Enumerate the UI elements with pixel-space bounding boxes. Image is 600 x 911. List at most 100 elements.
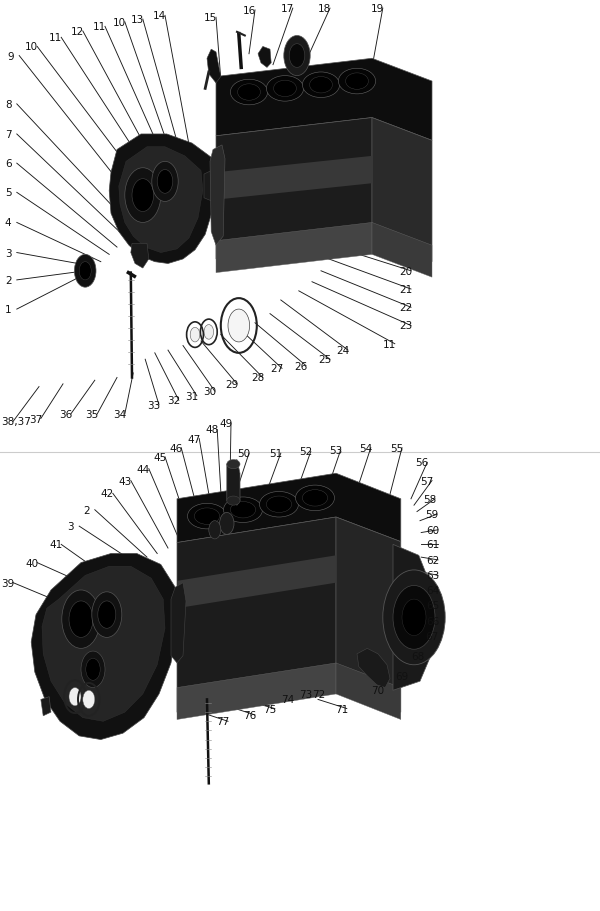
Text: 8: 8 xyxy=(5,100,11,109)
Circle shape xyxy=(190,328,200,343)
Circle shape xyxy=(83,691,95,709)
Text: 17: 17 xyxy=(281,5,294,14)
Polygon shape xyxy=(177,474,401,543)
Text: 34: 34 xyxy=(113,410,126,419)
Ellipse shape xyxy=(346,74,368,90)
Text: 35: 35 xyxy=(85,410,98,419)
Circle shape xyxy=(69,688,81,706)
Circle shape xyxy=(62,590,100,649)
Ellipse shape xyxy=(302,490,328,507)
Polygon shape xyxy=(177,517,336,712)
Circle shape xyxy=(132,179,154,212)
Text: 58: 58 xyxy=(423,495,436,504)
Text: 44: 44 xyxy=(137,465,150,474)
Circle shape xyxy=(393,586,435,650)
Polygon shape xyxy=(42,567,165,722)
Ellipse shape xyxy=(194,508,220,525)
Text: 27: 27 xyxy=(270,364,283,374)
Text: 15: 15 xyxy=(204,14,217,23)
Text: 9: 9 xyxy=(7,52,14,61)
Ellipse shape xyxy=(302,73,340,98)
Text: 57: 57 xyxy=(420,476,433,486)
Polygon shape xyxy=(41,697,51,716)
Text: 49: 49 xyxy=(219,419,232,428)
Text: 5: 5 xyxy=(5,189,11,198)
Text: 10: 10 xyxy=(25,43,38,52)
Text: 41: 41 xyxy=(49,540,62,549)
Text: 72: 72 xyxy=(312,690,325,699)
Circle shape xyxy=(204,325,214,340)
Circle shape xyxy=(74,255,96,288)
Text: 40: 40 xyxy=(25,558,38,568)
Ellipse shape xyxy=(296,486,335,511)
Polygon shape xyxy=(31,554,177,740)
Polygon shape xyxy=(177,663,336,720)
Text: 59: 59 xyxy=(425,510,438,519)
Text: 18: 18 xyxy=(318,5,331,14)
Text: 64: 64 xyxy=(426,586,439,595)
Ellipse shape xyxy=(227,496,240,506)
Text: 67: 67 xyxy=(425,631,438,640)
Ellipse shape xyxy=(310,77,332,94)
Text: 37: 37 xyxy=(29,415,42,424)
Polygon shape xyxy=(171,583,186,663)
Text: 39: 39 xyxy=(1,578,14,588)
Polygon shape xyxy=(372,118,432,262)
Text: 23: 23 xyxy=(399,322,412,331)
Text: 13: 13 xyxy=(131,15,144,25)
Ellipse shape xyxy=(230,502,256,518)
Text: 63: 63 xyxy=(426,571,439,580)
Text: 76: 76 xyxy=(243,711,256,720)
Text: 25: 25 xyxy=(318,355,331,364)
Text: 46: 46 xyxy=(169,444,182,453)
Polygon shape xyxy=(119,148,203,253)
Polygon shape xyxy=(336,517,401,712)
Text: 42: 42 xyxy=(101,489,114,498)
Text: 73: 73 xyxy=(299,690,312,699)
Text: 26: 26 xyxy=(294,362,307,371)
Polygon shape xyxy=(216,157,372,200)
Polygon shape xyxy=(227,460,240,506)
Polygon shape xyxy=(336,663,401,720)
Text: 53: 53 xyxy=(329,445,342,455)
Text: 30: 30 xyxy=(203,387,216,396)
Ellipse shape xyxy=(227,460,240,469)
Text: 66: 66 xyxy=(426,617,439,626)
Text: 29: 29 xyxy=(225,380,238,389)
Text: 54: 54 xyxy=(359,444,372,453)
Text: 43: 43 xyxy=(119,476,132,486)
Polygon shape xyxy=(109,135,216,264)
Text: 3: 3 xyxy=(5,249,11,258)
Text: 24: 24 xyxy=(336,346,349,355)
Text: 65: 65 xyxy=(426,601,439,610)
Polygon shape xyxy=(216,59,432,141)
Circle shape xyxy=(98,601,116,629)
Circle shape xyxy=(125,169,161,223)
Ellipse shape xyxy=(274,81,296,97)
Polygon shape xyxy=(216,223,372,273)
Text: 69: 69 xyxy=(395,671,408,681)
Polygon shape xyxy=(393,545,431,691)
Text: 74: 74 xyxy=(281,695,294,704)
Polygon shape xyxy=(204,169,221,202)
Text: 21: 21 xyxy=(399,285,412,294)
Text: 2: 2 xyxy=(83,506,89,515)
Polygon shape xyxy=(207,50,221,84)
Circle shape xyxy=(92,592,122,638)
Circle shape xyxy=(81,651,105,688)
Text: 3: 3 xyxy=(67,522,74,531)
Ellipse shape xyxy=(238,85,260,101)
Text: 60: 60 xyxy=(426,526,439,535)
Circle shape xyxy=(152,162,178,202)
Text: 71: 71 xyxy=(335,704,348,713)
Circle shape xyxy=(157,170,173,194)
Text: 45: 45 xyxy=(153,453,166,462)
Text: 75: 75 xyxy=(263,704,276,713)
Polygon shape xyxy=(372,223,432,278)
Text: 16: 16 xyxy=(243,6,256,15)
Text: 10: 10 xyxy=(113,18,126,27)
Text: 22: 22 xyxy=(399,303,412,312)
Circle shape xyxy=(86,659,100,681)
Text: 38,37: 38,37 xyxy=(1,417,31,426)
Text: 14: 14 xyxy=(153,12,166,21)
